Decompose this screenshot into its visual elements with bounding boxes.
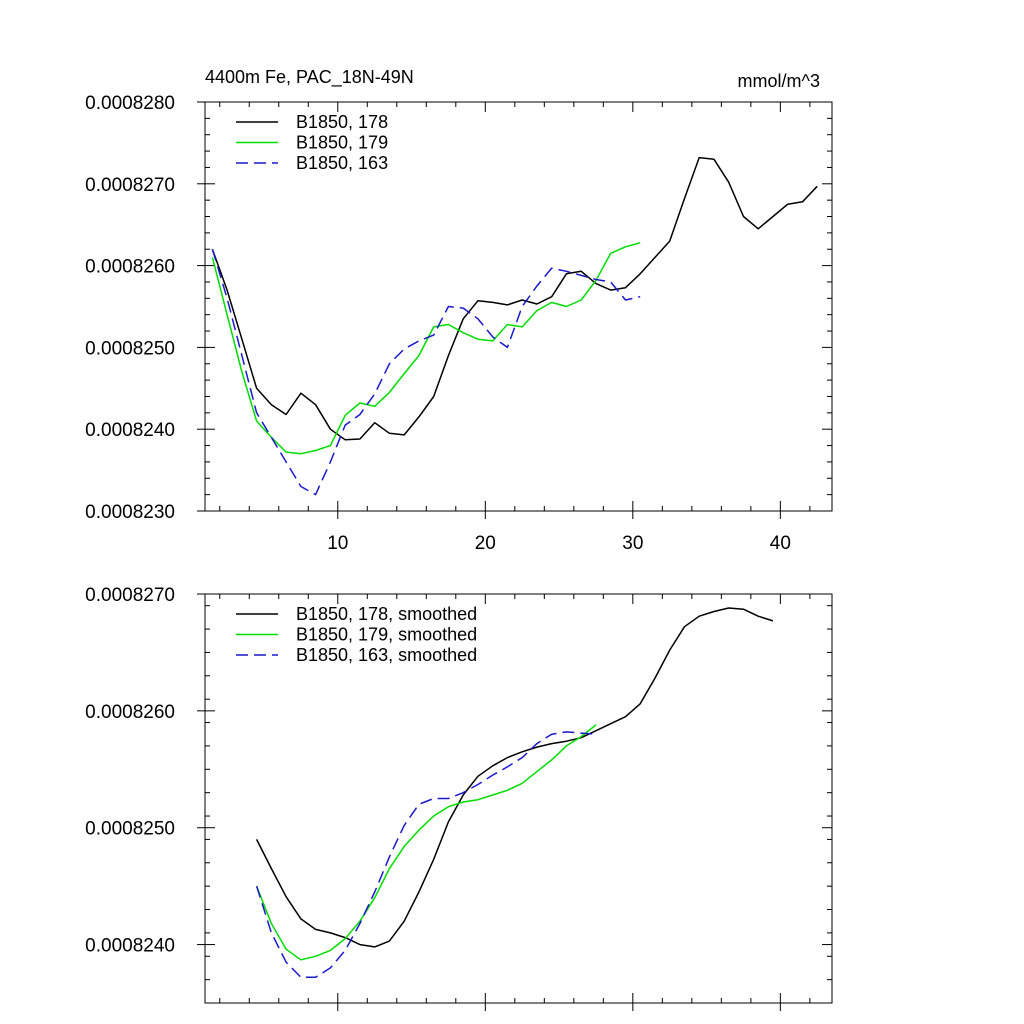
series-line-1 xyxy=(211,156,818,441)
plot-frame xyxy=(204,101,833,512)
legend-label: B1850, 178, smoothed xyxy=(296,604,477,624)
y-tick-label: 0.0008270 xyxy=(85,585,175,606)
legend-label: B1850, 178 xyxy=(296,112,388,132)
y-tick-label: 0.0008230 xyxy=(85,502,175,523)
series-line-3 xyxy=(211,248,641,496)
units-label: mmol/m^3 xyxy=(738,71,820,91)
y-tick-label: 0.0008270 xyxy=(85,175,175,196)
series-line-3 xyxy=(255,731,597,979)
series-line-1 xyxy=(255,607,774,948)
y-tick-label: 0.0008260 xyxy=(85,257,175,278)
y-tick-label: 0.0008280 xyxy=(85,93,175,114)
chart-panel-2: 0.0008240 0.0008250 0.0008260 0.0008270 B185… xyxy=(85,585,833,1011)
legend-label: B1850, 163 xyxy=(296,153,388,173)
y-tick-label: 0.0008260 xyxy=(85,702,175,723)
legend-label: B1850, 163, smoothed xyxy=(296,645,477,665)
series-line-2 xyxy=(255,724,597,961)
chart-title: 4400m Fe, PAC_18N-49N xyxy=(205,67,414,88)
x-tick-label: 30 xyxy=(622,533,643,554)
chart-panel-1: 10 20 30 40 0.0008230 0.0008240 0.0008250 0.000… xyxy=(85,67,833,554)
x-tick-label: 20 xyxy=(475,533,496,554)
y-tick-label: 0.0008240 xyxy=(85,420,175,441)
plot-frame xyxy=(204,593,833,1004)
y-tick-label: 0.0008240 xyxy=(85,936,175,957)
x-tick-label: 10 xyxy=(327,533,348,554)
y-tick-label: 0.0008250 xyxy=(85,338,175,359)
series-line-2 xyxy=(211,241,641,455)
legend-label: B1850, 179 xyxy=(296,133,388,153)
legend-label: B1850, 179, smoothed xyxy=(296,625,477,645)
y-tick-label: 0.0008250 xyxy=(85,819,175,840)
x-tick-label: 40 xyxy=(770,533,791,554)
